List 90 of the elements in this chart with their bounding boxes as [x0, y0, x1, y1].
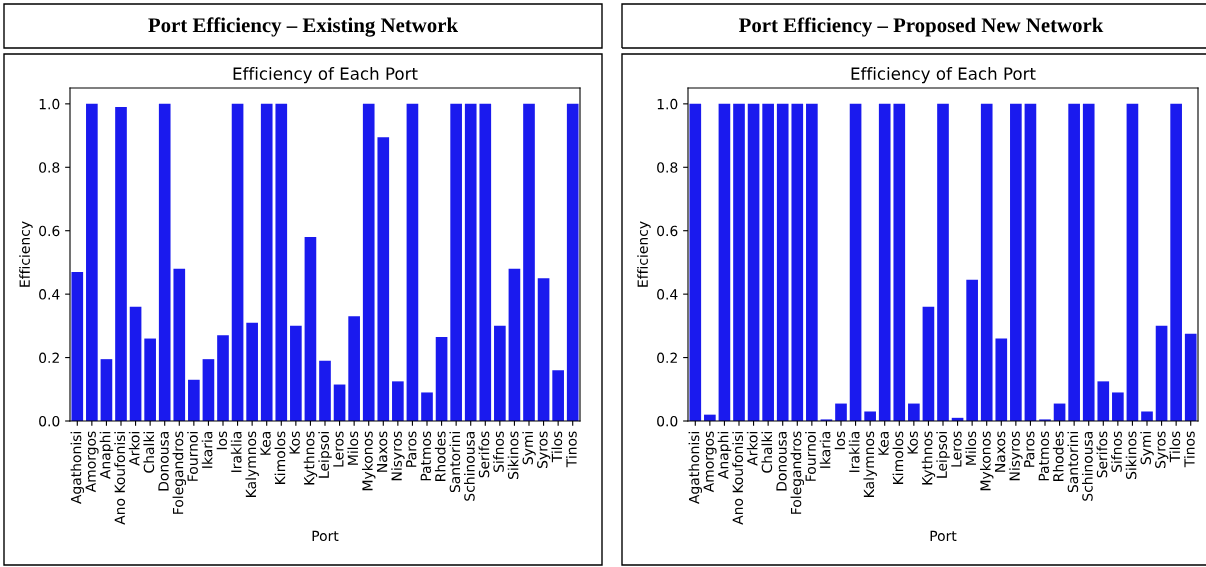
- x-tick-label: Iraklia: [230, 431, 242, 472]
- x-tick-label: Ikaria: [819, 431, 831, 468]
- x-tick-label: Amorgos: [703, 431, 717, 493]
- x-tick-label: Leros: [333, 431, 344, 467]
- x-tick-label: Donousa: [158, 431, 169, 491]
- x-axis-title: Port: [312, 530, 339, 542]
- x-tick-label: Arkoi: [746, 432, 758, 466]
- x-tick-label: Kythnos: [303, 431, 318, 485]
- x-tick-label: Ikaria: [201, 431, 213, 468]
- x-tick-label: Ios: [834, 431, 846, 450]
- x-tick-label: Kimolos: [892, 431, 904, 484]
- x-tick-label: Milos: [347, 431, 359, 465]
- x-tick-label: Kea: [878, 431, 889, 455]
- x-tick-label: Kalymnos: [863, 431, 877, 497]
- x-tick-label: Tilos: [551, 431, 563, 463]
- x-tick-label: Folegandros: [172, 431, 187, 514]
- y-tick-label: 0.6: [39, 225, 60, 237]
- x-tick-label: Mykonos: [979, 431, 994, 491]
- x-tick-label: Naxos: [994, 431, 1006, 472]
- x-tick-label: Paros: [1024, 431, 1035, 467]
- chart-subtitle: Efficiency of Each Port: [851, 67, 1036, 84]
- x-tick-label: Sifnos: [493, 431, 504, 472]
- x-axis-title: Port: [930, 530, 957, 542]
- x-tick-label: Santorini: [1067, 432, 1079, 493]
- x-tick-label: Fournoi: [187, 432, 198, 481]
- x-tick-label: Mykonos: [361, 431, 376, 491]
- y-tick-label: 0.0: [657, 415, 678, 427]
- x-tick-label: Kalymnos: [245, 431, 259, 497]
- x-tick-label: Tinos: [565, 431, 577, 468]
- y-tick-label: 0.0: [39, 415, 60, 427]
- x-tick-label: Symi: [1140, 432, 1154, 465]
- chart-subtitle: Efficiency of Each Port: [233, 67, 418, 84]
- x-tick-label: Serifos: [478, 431, 490, 478]
- y-tick-label: 0.4: [657, 289, 678, 300]
- x-tick-label: Kimolos: [274, 431, 286, 484]
- x-tick-label: Folegandros: [790, 431, 805, 514]
- y-tick-label: 0.8: [657, 162, 678, 173]
- y-tick-label: 1.0: [39, 98, 60, 110]
- x-tick-label: Agathonisi: [688, 432, 703, 504]
- x-tick-label: Donousa: [776, 431, 787, 491]
- x-tick-label: Tinos: [1183, 431, 1195, 468]
- x-tick-label: Leros: [951, 431, 962, 467]
- x-tick-label: Symi: [522, 432, 536, 465]
- y-axis-title: Efficiency: [19, 221, 33, 287]
- x-tick-label: Anaphi: [99, 432, 114, 479]
- chart-title: Port Efficiency – Existing Network: [148, 17, 459, 37]
- chart-title: Port Efficiency – Proposed New Network: [739, 17, 1104, 37]
- x-tick-label: Kythnos: [921, 431, 936, 485]
- x-tick-label: Chalki: [143, 432, 155, 473]
- y-tick-label: 0.6: [657, 225, 678, 237]
- x-tick-label: Sikinos: [1125, 431, 1137, 479]
- x-tick-label: Paros: [406, 431, 417, 467]
- x-tick-label: Sikinos: [507, 431, 519, 479]
- x-tick-label: Schinousa: [1081, 431, 1093, 501]
- y-tick-label: 1.0: [657, 98, 678, 110]
- x-tick-label: Ano Koufonisi: [114, 432, 126, 525]
- y-axis-title: Efficiency: [637, 221, 651, 287]
- x-tick-label: Agathonisi: [70, 432, 85, 504]
- x-tick-label: Fournoi: [805, 432, 816, 481]
- x-tick-label: Schinousa: [463, 431, 475, 501]
- y-tick-label: 0.8: [39, 162, 60, 173]
- x-tick-label: Kea: [260, 431, 271, 455]
- x-tick-label: Serifos: [1096, 431, 1108, 478]
- x-tick-label: Syros: [1155, 431, 1169, 468]
- x-tick-label: Naxos: [376, 431, 388, 472]
- x-tick-label: Nisyros: [1009, 431, 1023, 481]
- x-tick-label: Leipsoi: [936, 432, 950, 478]
- x-tick-label: Syros: [537, 431, 551, 468]
- x-tick-label: Amorgos: [85, 431, 99, 493]
- y-tick-label: 0.2: [39, 352, 59, 364]
- x-tick-label: Nisyros: [391, 431, 405, 481]
- x-tick-label: Milos: [965, 431, 977, 465]
- x-tick-label: Sifnos: [1111, 431, 1122, 472]
- x-tick-label: Rhodes: [1052, 431, 1064, 481]
- x-tick-label: Ano Koufonisi: [732, 432, 744, 525]
- x-tick-label: Patmos: [1038, 431, 1050, 481]
- x-tick-label: Anaphi: [717, 432, 732, 479]
- y-tick-label: 0.4: [39, 289, 60, 300]
- x-tick-label: Arkoi: [128, 432, 140, 466]
- y-tick-label: 0.2: [657, 352, 677, 364]
- x-tick-label: Tilos: [1169, 431, 1181, 463]
- x-tick-label: Iraklia: [848, 431, 860, 472]
- x-tick-label: Kos: [289, 431, 300, 454]
- x-tick-label: Kos: [907, 431, 918, 454]
- x-tick-label: Patmos: [420, 431, 432, 481]
- x-tick-label: Santorini: [449, 432, 461, 493]
- x-tick-label: Chalki: [761, 432, 773, 473]
- x-tick-label: Leipsoi: [318, 432, 332, 478]
- x-tick-label: Ios: [216, 431, 228, 450]
- x-tick-label: Rhodes: [434, 431, 446, 481]
